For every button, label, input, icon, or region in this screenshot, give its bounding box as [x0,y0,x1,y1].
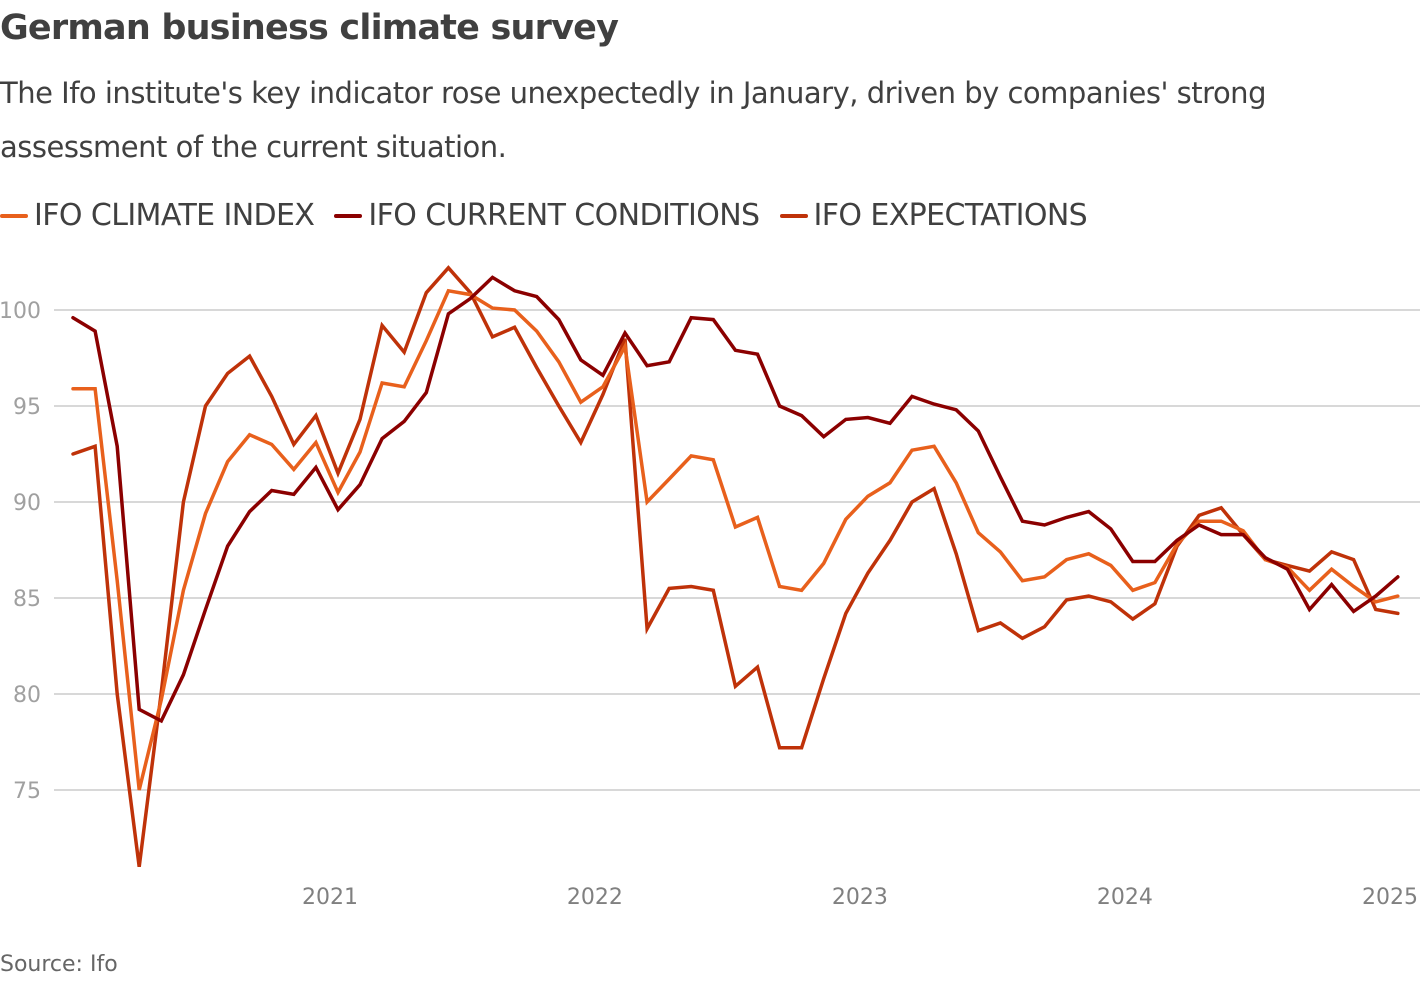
legend-label-expectations: IFO EXPECTATIONS [813,198,1088,233]
y-tick-label: 75 [13,779,41,804]
y-axis-ticks: 75 80 85 90 95 100 [0,299,41,804]
y-tick-label: 80 [13,683,41,708]
legend-swatch-current-conditions [334,213,363,218]
x-axis-ticks: 2021 2022 2023 2024 2025 [302,885,1418,910]
legend-item-expectations: IFO EXPECTATIONS [779,198,1088,233]
legend-label-climate-index: IFO CLIMATE INDEX [34,198,315,233]
legend-item-current-conditions: IFO CURRENT CONDITIONS [334,198,760,233]
source-note: Source: Ifo [0,952,118,977]
gridlines [54,309,1420,791]
series-line-ifo-expectations [71,265,1400,868]
legend-swatch-climate-index [0,213,28,218]
legend-item-climate-index: IFO CLIMATE INDEX [0,198,315,233]
y-tick-label: 85 [13,587,41,612]
x-tick-label: 2023 [832,885,888,910]
y-tick-label: 95 [13,395,41,420]
series-lines [71,265,1400,868]
series-line-ifo-climate-index [71,288,1400,791]
x-tick-label: 2024 [1097,885,1153,910]
y-tick-label: 90 [13,491,41,516]
series-line-ifo-current-conditions [71,275,1400,724]
legend: IFO CLIMATE INDEX IFO CURRENT CONDITIONS… [0,198,1107,233]
legend-label-current-conditions: IFO CURRENT CONDITIONS [368,198,760,233]
x-tick-label: 2025 [1362,885,1418,910]
x-tick-label: 2021 [302,885,358,910]
legend-swatch-expectations [779,213,808,218]
line-chart: 75 80 85 90 95 100 2021 2022 2023 2024 2025 [0,265,1420,910]
y-tick-label: 100 [0,299,41,324]
x-tick-label: 2022 [567,885,623,910]
chart-title: German business climate survey [0,8,619,48]
chart-subtitle: The Ifo institute's key indicator rose u… [0,76,1266,164]
